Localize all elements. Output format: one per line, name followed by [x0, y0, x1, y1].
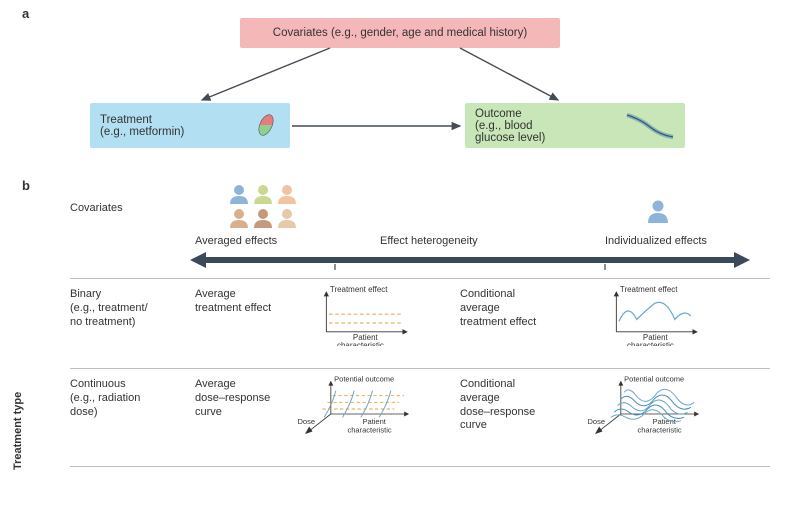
axis-z-label: Potential outcome [334, 375, 394, 384]
binary-l3: no treatment) [70, 316, 190, 330]
axis-x-label-2: characteristic [337, 341, 384, 346]
panel-b: Treatment type Covariates Averaged effec… [30, 180, 770, 520]
spectrum-arrow-icon [190, 250, 750, 270]
divider-3 [70, 466, 770, 467]
treatment-box: Treatment (e.g., metformin) [90, 103, 290, 148]
pill-icon [254, 113, 278, 137]
people-group-averaged-icon [225, 182, 315, 228]
treatment-line2: (e.g., metformin) [100, 126, 184, 138]
spectrum-right-label: Individualized effects [605, 235, 707, 247]
cont-l3: dose) [70, 406, 190, 420]
chart-avg-continuous: Potential outcome Dose Patient character… [290, 374, 430, 444]
cell-avg-binary-title: Average treatment effect [195, 288, 295, 316]
axis-z-label-2: Potential outcome [624, 375, 684, 384]
outcome-box: Outcome (e.g., blood glucose level) [465, 103, 685, 148]
row-header-continuous: Continuous (e.g., radiation dose) [70, 378, 190, 419]
chart-cond-continuous: Potential outcome Dose Patient character… [580, 374, 720, 444]
cell-cond-cont-title: Conditional average dose–response curve [460, 378, 580, 433]
chart-cond-binary: Treatment effect Patient characteristic [590, 284, 710, 346]
svg-text:characteristic: characteristic [348, 425, 392, 434]
spectrum-mid-label: Effect heterogeneity [380, 235, 478, 247]
outcome-mini-icon [625, 111, 675, 141]
cell-avg-cont-title: Average dose–response curve [195, 378, 305, 419]
outcome-line3: glucose level) [475, 132, 545, 144]
chart-avg-binary: Treatment effect Patient characteristic [300, 284, 420, 346]
treatment-type-side-label: Treatment type [12, 392, 24, 470]
divider-1 [70, 278, 770, 279]
divider-2 [70, 368, 770, 369]
people-single-icon [645, 198, 671, 224]
row-header-binary: Binary (e.g., treatment/ no treatment) [70, 288, 190, 329]
outcome-line2: (e.g., blood [475, 120, 545, 132]
spectrum-left-label: Averaged effects [195, 235, 277, 247]
cell-cond-binary-title: Conditional average treatment effect [460, 288, 570, 329]
axis-dose-label-2: Dose [588, 417, 606, 426]
axis-y-label: Treatment effect [330, 285, 388, 294]
person-icon [230, 185, 248, 204]
covariates-text: Covariates (e.g., gender, age and medica… [273, 27, 527, 39]
panel-b-label: b [22, 178, 30, 193]
axis-dose-label: Dose [298, 417, 316, 426]
binary-l2: (e.g., treatment/ [70, 302, 190, 316]
cont-l1: Continuous [70, 378, 190, 392]
row-header-covariates: Covariates [70, 202, 190, 214]
svg-text:characteristic: characteristic [638, 425, 682, 434]
treatment-line1: Treatment [100, 114, 184, 126]
covariates-box: Covariates (e.g., gender, age and medica… [240, 18, 560, 48]
binary-l1: Binary [70, 288, 190, 302]
axis-y-label-2: Treatment effect [620, 285, 678, 294]
panel-a: Covariates (e.g., gender, age and medica… [30, 8, 770, 173]
outcome-line1: Outcome [475, 108, 545, 120]
svg-text:characteristic: characteristic [627, 341, 674, 346]
panel-a-label: a [22, 6, 29, 21]
cont-l2: (e.g., radiation [70, 392, 190, 406]
